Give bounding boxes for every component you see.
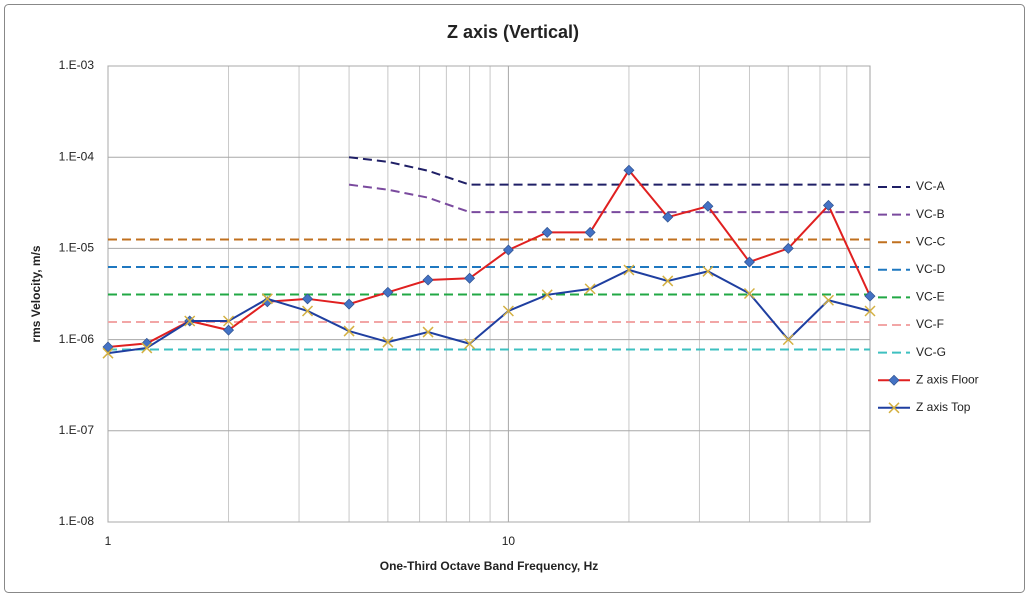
series-line	[348, 156, 870, 186]
legend-label: VC-E	[916, 290, 945, 304]
data-point	[782, 242, 794, 254]
y-axis-label: rms Velocity, m/s	[29, 245, 43, 342]
y-tick-label: 1.E-06	[59, 332, 95, 346]
data-point	[422, 274, 434, 286]
legend-marker	[888, 374, 900, 386]
data-point	[141, 342, 153, 354]
data-point	[662, 275, 674, 287]
data-point	[464, 272, 476, 284]
data-point	[382, 286, 394, 298]
legend-label: VC-G	[916, 345, 946, 359]
data-point	[702, 265, 714, 277]
y-tick-label: 1.E-03	[59, 58, 95, 72]
data-point	[502, 305, 514, 317]
data-point	[541, 226, 553, 238]
x-tick-label: 1	[105, 534, 112, 548]
x-tick-label: 10	[502, 534, 516, 548]
data-point	[382, 336, 394, 348]
legend-label: VC-D	[916, 262, 946, 276]
data-point	[623, 264, 635, 276]
data-point	[502, 244, 514, 256]
series-line	[107, 268, 871, 355]
series-line	[107, 168, 871, 348]
y-tick-label: 1.E-04	[59, 149, 95, 163]
data-point	[662, 211, 674, 223]
legend-label: VC-A	[916, 179, 945, 193]
data-point	[422, 326, 434, 338]
legend-label: VC-F	[916, 317, 944, 331]
legend-label: VC-B	[916, 207, 945, 221]
legend-label: Z axis Floor	[916, 372, 979, 386]
legend-label: Z axis Top	[916, 400, 971, 414]
y-tick-label: 1.E-07	[59, 423, 95, 437]
legend-marker-shape	[888, 374, 900, 386]
legend-marker	[888, 402, 900, 414]
chart-title: Z axis (Vertical)	[447, 22, 579, 42]
data-point	[464, 338, 476, 350]
legend-label: VC-C	[916, 234, 946, 248]
data-point	[102, 347, 114, 359]
data-point	[822, 199, 834, 211]
data-point	[584, 283, 596, 295]
x-axis-label: One-Third Octave Band Frequency, Hz	[380, 559, 598, 573]
data-point	[743, 256, 755, 268]
data-point	[864, 305, 876, 317]
data-point	[261, 293, 273, 305]
y-tick-label: 1.E-05	[59, 241, 95, 255]
data-point	[822, 294, 834, 306]
data-point	[343, 298, 355, 310]
data-point	[223, 315, 235, 327]
data-point	[623, 164, 635, 176]
y-tick-label: 1.E-08	[59, 514, 95, 528]
data-point	[702, 200, 714, 212]
data-point	[301, 305, 314, 317]
data-point	[223, 324, 235, 336]
data-point	[782, 334, 794, 346]
data-point	[743, 287, 755, 300]
series-line	[348, 183, 870, 214]
data-point	[541, 289, 553, 301]
data-point	[864, 290, 876, 302]
data-point	[343, 325, 355, 337]
legend-marker-shape	[888, 402, 900, 414]
data-point	[584, 226, 596, 238]
data-point	[102, 341, 114, 353]
data-point	[184, 315, 196, 327]
data-point	[302, 293, 314, 305]
